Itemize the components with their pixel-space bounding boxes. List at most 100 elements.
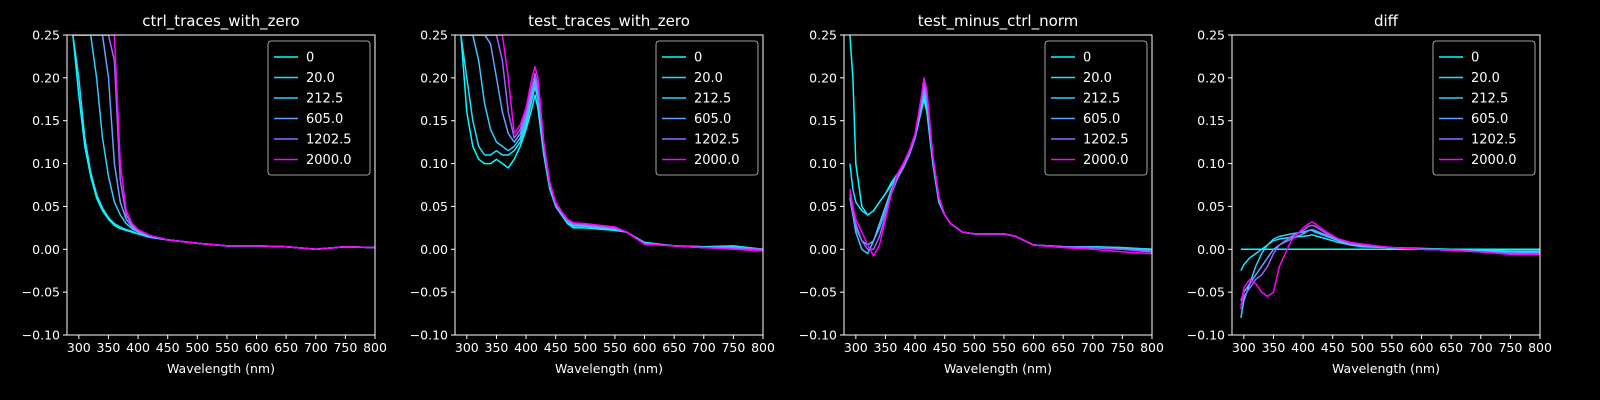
x-tick-label: 600 xyxy=(1022,340,1046,355)
series-line-2000-0 xyxy=(460,35,763,252)
x-tick-label: 800 xyxy=(1528,340,1552,355)
y-tick-label: −0.05 xyxy=(410,285,448,300)
legend-label: 212.5 xyxy=(306,92,343,107)
y-tick-label: 0.00 xyxy=(32,242,60,257)
x-tick-label: 700 xyxy=(1081,340,1105,355)
x-tick-label: 450 xyxy=(544,340,568,355)
x-tick-label: 800 xyxy=(1140,340,1164,355)
legend: 0 20.0 212.5 605.0 1202.5 2000.0 xyxy=(267,40,371,176)
x-axis-label: Wavelength (nm) xyxy=(944,361,1052,376)
x-tick-label: 650 xyxy=(1051,340,1075,355)
y-tick-label: 0.10 xyxy=(1197,156,1225,171)
chart-panel-0: ctrl_traces_with_zero 300 350 400 450 500 550 6… xyxy=(22,12,387,376)
legend-label: 1202.5 xyxy=(694,133,740,148)
y-tick-label: 0.25 xyxy=(32,28,60,43)
y-tick-label: 0.15 xyxy=(1197,113,1225,128)
y-tick-label: −0.05 xyxy=(799,285,837,300)
x-tick-label: 300 xyxy=(1232,340,1256,355)
x-tick-label: 700 xyxy=(304,340,328,355)
x-tick-label: 700 xyxy=(692,340,716,355)
legend-label: 2000.0 xyxy=(1471,153,1517,168)
x-tick-label: 500 xyxy=(962,340,986,355)
x-tick-label: 300 xyxy=(67,340,91,355)
chart-title: test_traces_with_zero xyxy=(528,12,690,31)
x-tick-label: 500 xyxy=(1350,340,1374,355)
series-group xyxy=(460,35,763,252)
y-tick-label: 0.15 xyxy=(809,113,837,128)
legend-label: 2000.0 xyxy=(306,153,352,168)
y-tick-label: 0.25 xyxy=(420,28,448,43)
x-tick-label: 800 xyxy=(751,340,775,355)
legend-label: 605.0 xyxy=(306,112,343,127)
y-tick-label: 0.20 xyxy=(420,70,448,85)
x-tick-label: 750 xyxy=(721,340,745,355)
legend-box xyxy=(1044,40,1148,176)
legend-label: 20.0 xyxy=(306,71,335,86)
axes-frame xyxy=(1231,34,1541,336)
y-tick-label: 0.25 xyxy=(809,28,837,43)
x-tick-label: 650 xyxy=(274,340,298,355)
x-tick-label: 600 xyxy=(1410,340,1434,355)
legend-label: 605.0 xyxy=(694,112,731,127)
y-tick-label: 0.10 xyxy=(420,156,448,171)
legend-box xyxy=(1432,40,1536,176)
x-tick-label: 450 xyxy=(1321,340,1345,355)
legend: 0 20.0 212.5 605.0 1202.5 2000.0 xyxy=(1432,40,1536,176)
legend: 0 20.0 212.5 605.0 1202.5 2000.0 xyxy=(655,40,759,176)
y-tick-label: 0.20 xyxy=(809,70,837,85)
x-tick-label: 750 xyxy=(1110,340,1134,355)
y-tick-label: 0.10 xyxy=(809,156,837,171)
legend-label: 605.0 xyxy=(1083,112,1120,127)
legend-label: 212.5 xyxy=(1471,92,1508,107)
y-tick-label: −0.05 xyxy=(22,285,60,300)
x-tick-label: 350 xyxy=(874,340,898,355)
chart-panel-3: diff 300 350 400 450 500 550 600 650 700 750 800 −0.… xyxy=(1187,12,1552,376)
y-tick-label: 0.00 xyxy=(420,242,448,257)
y-tick-label: −0.10 xyxy=(410,328,448,343)
legend-label: 20.0 xyxy=(694,71,723,86)
legend-label: 1202.5 xyxy=(306,133,352,148)
x-axis-label: Wavelength (nm) xyxy=(1332,361,1440,376)
y-tick-label: 0.15 xyxy=(420,113,448,128)
y-tick-label: 0.05 xyxy=(809,199,837,214)
legend-label: 20.0 xyxy=(1083,71,1112,86)
legend-label: 0 xyxy=(694,51,702,66)
axes-frame xyxy=(454,34,764,336)
legend-label: 212.5 xyxy=(1083,92,1120,107)
x-tick-label: 350 xyxy=(97,340,121,355)
x-tick-label: 450 xyxy=(933,340,957,355)
y-tick-label: 0.25 xyxy=(1197,28,1225,43)
x-tick-label: 350 xyxy=(1262,340,1286,355)
x-tick-label: 550 xyxy=(992,340,1016,355)
x-tick-label: 650 xyxy=(1439,340,1463,355)
series-line-20-0 xyxy=(1240,233,1540,272)
x-tick-label: 400 xyxy=(1291,340,1315,355)
y-tick-label: 0.05 xyxy=(420,199,448,214)
series-group xyxy=(1240,221,1540,319)
y-tick-label: 0.00 xyxy=(1197,242,1225,257)
y-tick-label: −0.05 xyxy=(1187,285,1225,300)
x-tick-label: 400 xyxy=(514,340,538,355)
series-line-2000-0 xyxy=(72,35,375,251)
legend-label: 1202.5 xyxy=(1083,133,1129,148)
x-tick-label: 300 xyxy=(455,340,479,355)
chart-title: ctrl_traces_with_zero xyxy=(142,12,299,31)
x-tick-label: 600 xyxy=(245,340,269,355)
x-tick-label: 400 xyxy=(903,340,927,355)
legend-label: 605.0 xyxy=(1471,112,1508,127)
x-tick-label: 500 xyxy=(185,340,209,355)
x-tick-label: 550 xyxy=(1380,340,1404,355)
x-tick-label: 700 xyxy=(1469,340,1493,355)
y-tick-label: 0.15 xyxy=(32,113,60,128)
y-tick-label: −0.10 xyxy=(22,328,60,343)
x-tick-label: 550 xyxy=(603,340,627,355)
chart-panel-2: test_minus_ctrl_norm 300 350 400 450 500 550 60… xyxy=(799,12,1164,376)
x-tick-label: 300 xyxy=(844,340,868,355)
x-tick-label: 450 xyxy=(156,340,180,355)
x-axis-label: Wavelength (nm) xyxy=(555,361,663,376)
series-line-2000-0 xyxy=(849,77,1152,257)
x-tick-label: 800 xyxy=(363,340,387,355)
x-tick-label: 400 xyxy=(126,340,150,355)
